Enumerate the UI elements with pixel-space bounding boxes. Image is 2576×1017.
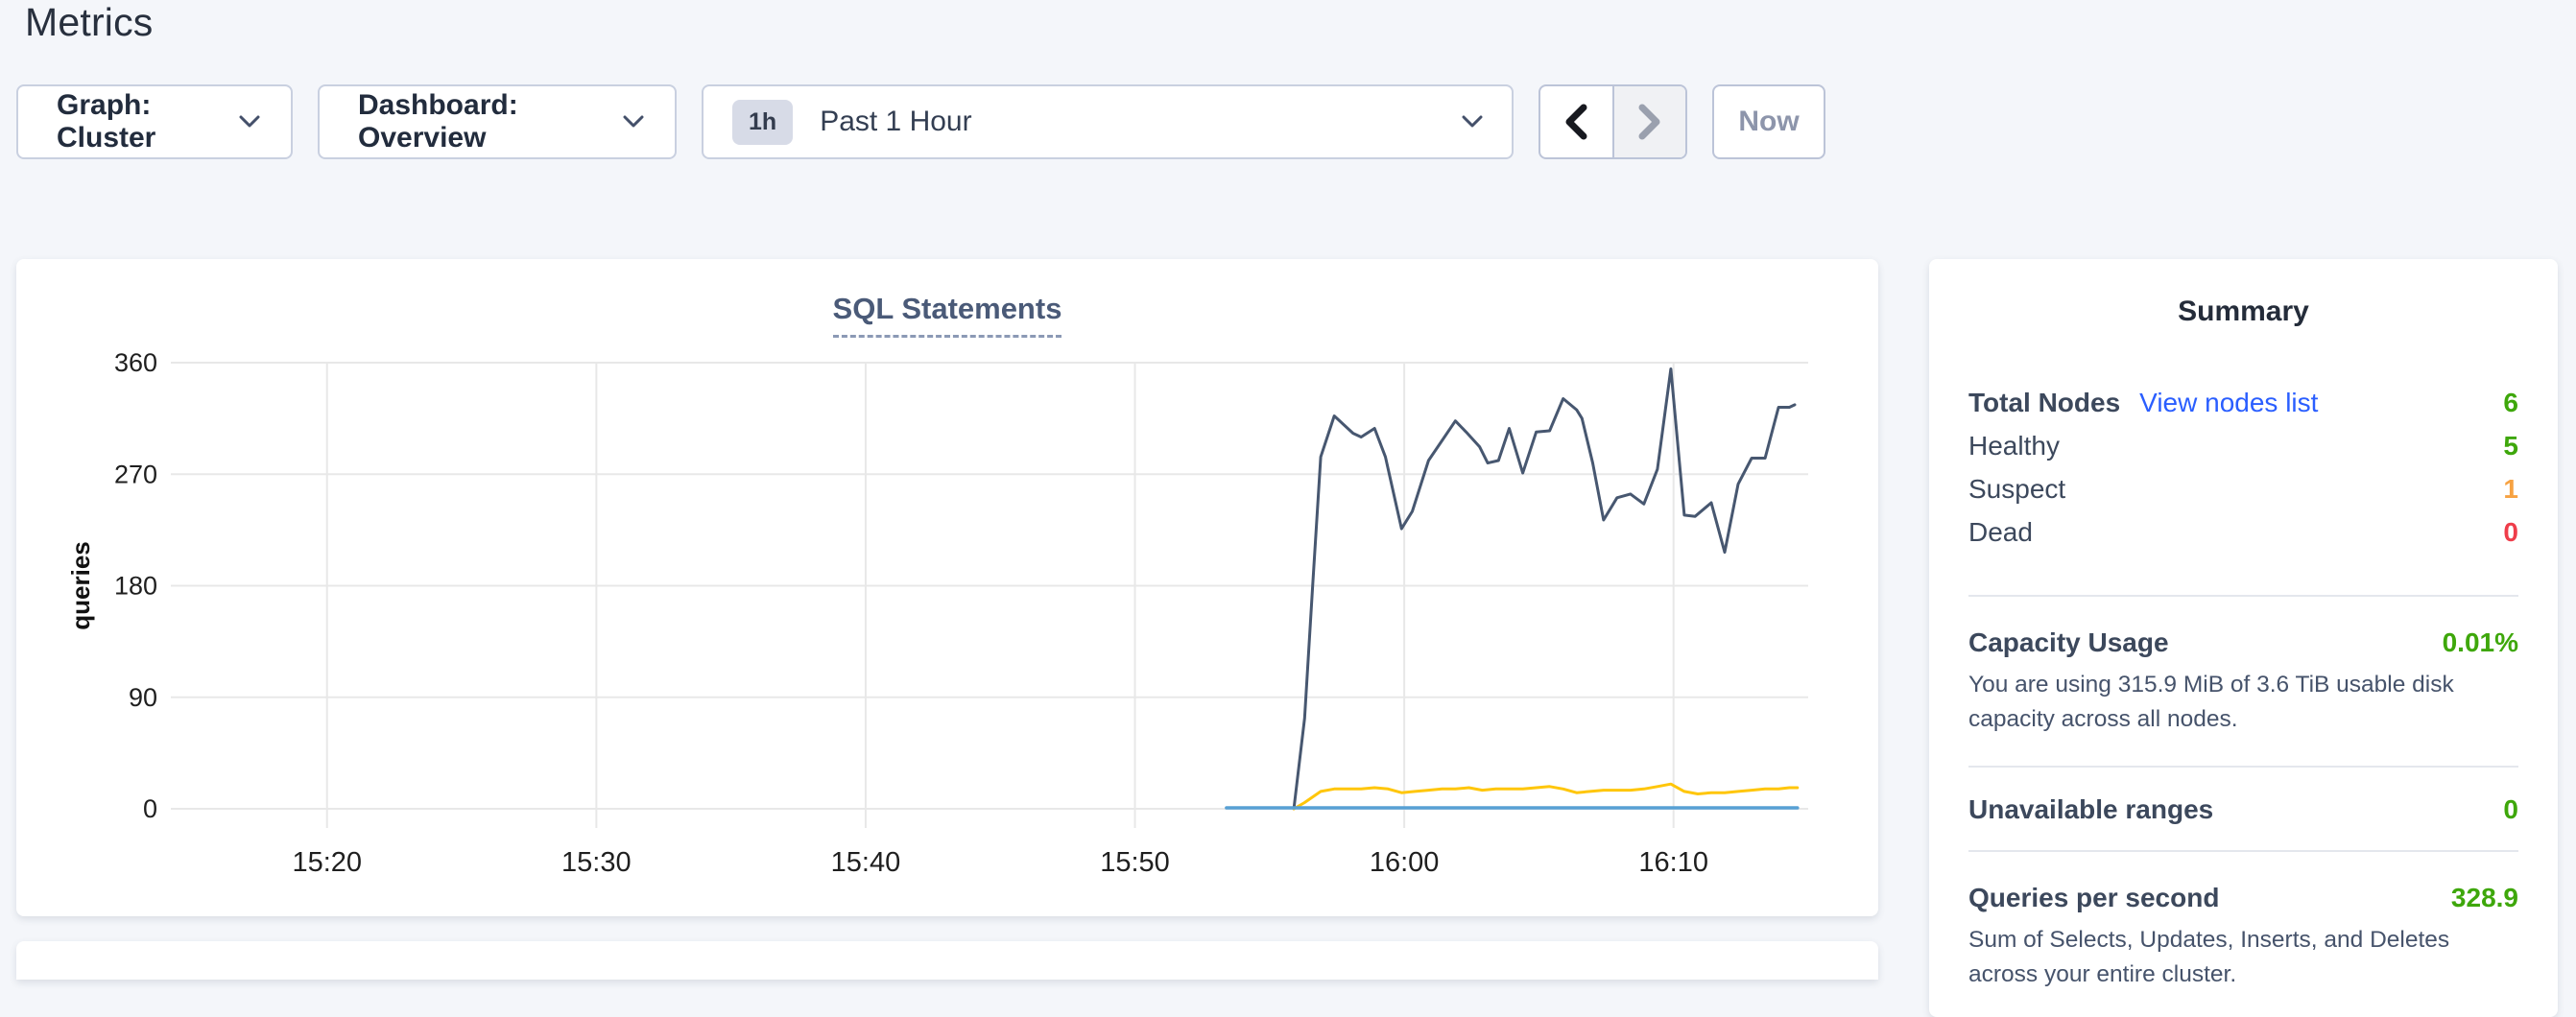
nodes-status-block: Total Nodes View nodes list 6 Healthy 5 …: [1968, 388, 2518, 560]
capacity-usage-label: Capacity Usage: [1968, 627, 2169, 657]
svg-text:15:40: 15:40: [831, 847, 901, 878]
total-nodes-label: Total Nodes: [1968, 388, 2121, 417]
capacity-usage-description: You are using 315.9 MiB of 3.6 TiB usabl…: [1968, 672, 2454, 732]
sql-statements-chart-card: SQL Statements 0 90 180 270 360 15:20 15:30 15:…: [16, 259, 1878, 916]
chevron-down-icon: [239, 115, 260, 128]
svg-text:15:20: 15:20: [292, 847, 362, 878]
healthy-value: 5: [2503, 431, 2518, 461]
unavailable-ranges-block: Unavailable ranges 0: [1968, 794, 2518, 825]
suspect-nodes-row: Suspect 1: [1968, 474, 2518, 517]
metrics-toolbar: Graph: Cluster Dashboard: Overview 1h Pa…: [16, 84, 1825, 159]
next-timespan-button[interactable]: [1613, 86, 1685, 157]
queries-per-second-label: Queries per second: [1968, 883, 2220, 912]
graph-dropdown-label: Graph: Cluster: [57, 89, 156, 154]
queries-per-second-block: Queries per second 328.9 Sum of Selects,…: [1968, 883, 2518, 992]
chevron-left-icon: [1565, 104, 1587, 140]
now-button-label: Now: [1738, 106, 1800, 137]
chevron-down-icon: [623, 115, 644, 128]
queries-per-second-description: Sum of Selects, Updates, Inserts, and De…: [1968, 927, 2450, 987]
healthy-nodes-row: Healthy 5: [1968, 431, 2518, 474]
svg-text:360: 360: [114, 348, 157, 377]
dead-value: 0: [2503, 517, 2518, 547]
healthy-label: Healthy: [1968, 431, 2060, 461]
divider: [1968, 850, 2518, 852]
dead-nodes-row: Dead 0: [1968, 517, 2518, 560]
dashboard-dropdown-label: Dashboard: Overview: [358, 89, 518, 154]
divider: [1968, 595, 2518, 597]
page-title: Metrics: [25, 0, 154, 44]
sql-statements-chart: 0 90 180 270 360 15:20 15:30 15:40 15:50 16:00 16:…: [66, 348, 1808, 878]
svg-text:270: 270: [114, 460, 157, 488]
summary-title: Summary: [2178, 296, 2309, 327]
chevron-down-icon: [1462, 115, 1483, 128]
previous-timespan-button[interactable]: [1540, 86, 1614, 157]
graph-dropdown[interactable]: Graph: Cluster: [16, 84, 293, 159]
time-range-selector[interactable]: 1h Past 1 Hour: [702, 84, 1514, 159]
view-nodes-list-link[interactable]: View nodes list: [2139, 388, 2319, 417]
total-nodes-row: Total Nodes View nodes list 6: [1968, 388, 2518, 431]
suspect-value: 1: [2503, 474, 2518, 504]
unavailable-ranges-label: Unavailable ranges: [1968, 794, 2214, 824]
next-chart-card-edge: [16, 941, 1878, 980]
dashboard-dropdown[interactable]: Dashboard: Overview: [318, 84, 677, 159]
now-button[interactable]: Now: [1712, 84, 1825, 159]
summary-panel: Summary Total Nodes View nodes list 6 He…: [1929, 259, 2558, 1017]
time-step-buttons: [1538, 84, 1687, 159]
divider: [1968, 766, 2518, 768]
svg-text:0: 0: [143, 794, 157, 823]
chart-title[interactable]: SQL Statements: [832, 292, 1062, 338]
capacity-usage-value: 0.01%: [2442, 627, 2518, 657]
svg-text:180: 180: [114, 572, 157, 601]
svg-text:16:10: 16:10: [1638, 847, 1708, 878]
time-range-badge: 1h: [732, 99, 794, 145]
suspect-label: Suspect: [1968, 474, 2066, 504]
svg-text:queries: queries: [66, 541, 95, 630]
queries-per-second-value: 328.9: [2450, 883, 2518, 912]
unavailable-ranges-value: 0: [2503, 794, 2518, 824]
metrics-content: SQL Statements 0 90 180 270 360 15:20 15:30 15:…: [16, 259, 2558, 1017]
svg-text:15:30: 15:30: [561, 847, 632, 878]
dead-label: Dead: [1968, 517, 2033, 547]
capacity-usage-block: Capacity Usage 0.01% You are using 315.9…: [1968, 627, 2518, 737]
svg-text:16:00: 16:00: [1370, 847, 1440, 878]
chevron-right-icon: [1638, 104, 1660, 140]
time-range-label: Past 1 Hour: [820, 106, 972, 137]
svg-text:15:50: 15:50: [1100, 847, 1170, 878]
svg-text:90: 90: [129, 683, 157, 712]
total-nodes-value: 6: [2503, 388, 2518, 417]
